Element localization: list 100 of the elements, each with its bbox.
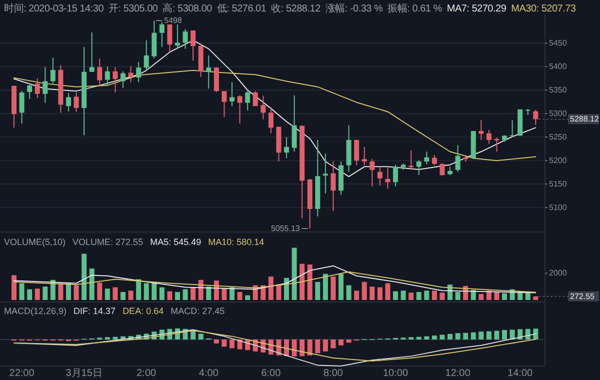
bar [338, 274, 344, 300]
bar [182, 289, 188, 300]
bar [330, 276, 336, 300]
bar [478, 294, 484, 300]
candlestick [377, 166, 382, 186]
candlestick [230, 82, 235, 107]
bar [292, 340, 297, 356]
candlestick [455, 144, 460, 172]
candlestick [408, 150, 414, 170]
bar [338, 340, 344, 346]
bar [463, 332, 468, 340]
bar [330, 340, 336, 348]
bar [370, 286, 375, 300]
bar [175, 292, 180, 300]
y-tick-label: 5300 [549, 109, 568, 118]
series-label: MACD: 27.45 [170, 306, 225, 316]
candlestick [42, 66, 48, 104]
candlestick [362, 146, 367, 166]
candlestick [175, 24, 180, 50]
candlestick [27, 83, 32, 100]
bar [424, 336, 430, 340]
candlestick [182, 28, 188, 50]
candlestick [89, 32, 94, 72]
candlestick [268, 106, 274, 134]
candlestick [424, 151, 430, 165]
text: 振幅: 0.61 % [388, 2, 442, 14]
bar [510, 330, 515, 340]
y-tick-label: 5200 [549, 156, 568, 166]
bar [322, 274, 328, 300]
bar [27, 289, 32, 300]
bar [385, 283, 390, 300]
bar [190, 288, 196, 300]
bar [432, 336, 437, 340]
bar [322, 340, 328, 352]
candlestick [494, 137, 500, 152]
bar [408, 292, 414, 300]
bar [66, 283, 72, 300]
bar [307, 340, 312, 356]
candlestick [206, 54, 212, 90]
text: 收: 5288.12 [271, 4, 322, 14]
bar [377, 287, 382, 300]
bar [206, 286, 212, 300]
bar [292, 248, 297, 300]
bar [424, 290, 430, 300]
bar [354, 290, 360, 300]
annotation: 5498 [164, 16, 183, 26]
bar [400, 290, 406, 300]
candlestick [112, 66, 118, 93]
candlestick [97, 58, 102, 86]
bar [214, 340, 219, 344]
annotation: VOLUME: 272.55 [72, 237, 144, 247]
candlestick [370, 158, 375, 187]
candlestick [50, 57, 56, 84]
candlestick [533, 109, 538, 126]
bar [276, 284, 282, 300]
bar [128, 290, 134, 300]
y-tick-label: 5250 [549, 132, 568, 142]
bar [518, 329, 523, 340]
text: MA7: 5270.29 [446, 4, 507, 14]
candlestick [66, 92, 72, 112]
bar [470, 290, 476, 300]
bar [19, 283, 24, 300]
candlestick [136, 61, 142, 83]
bar [245, 295, 250, 300]
candlestick [120, 70, 126, 88]
candlestick [440, 162, 445, 176]
bar [362, 282, 367, 300]
bar [502, 330, 508, 340]
x-tick-label: 6:00 [261, 368, 282, 379]
bar [112, 336, 118, 340]
bar [502, 293, 508, 300]
candlestick [19, 90, 24, 124]
y-tick-label: 2000 [549, 268, 568, 278]
bar [440, 292, 445, 300]
bar [315, 340, 320, 354]
bar [230, 340, 235, 348]
annotation: 5055.13 [270, 224, 300, 234]
candlestick [284, 136, 290, 159]
bar [455, 292, 460, 300]
bar [237, 292, 242, 300]
x-tick-label: 10:00 [383, 368, 408, 379]
candlestick [393, 164, 398, 187]
bar [478, 332, 484, 340]
y-tick-label: 5400 [549, 62, 568, 72]
candlestick [510, 120, 515, 138]
bar [448, 334, 453, 340]
bar [12, 275, 17, 300]
candlestick [252, 90, 258, 107]
text: 高: 5308.00 [162, 2, 213, 14]
candlestick [214, 66, 219, 93]
y-tick-label: 5450 [549, 38, 568, 48]
text: DEA: 0.64 [122, 306, 164, 316]
text: MA10: 580.14 [208, 237, 264, 247]
bar [416, 336, 422, 340]
candlestick [245, 88, 250, 111]
bar [58, 283, 64, 300]
bar [455, 333, 460, 340]
text: MACD(12,26,9) [4, 306, 67, 316]
bar [198, 334, 204, 340]
text: DIF: 14.37 [74, 306, 116, 316]
